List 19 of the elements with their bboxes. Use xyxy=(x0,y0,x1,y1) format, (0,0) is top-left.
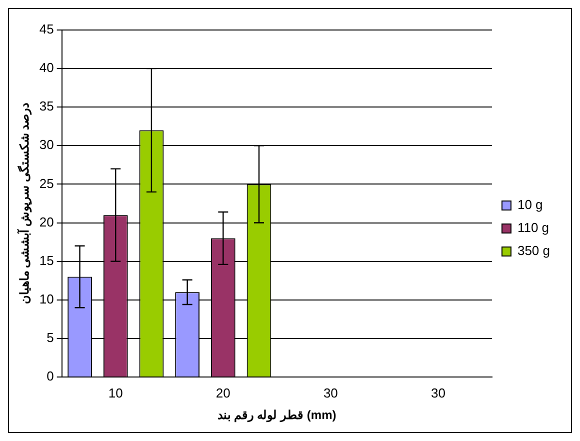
legend-label: 10 g xyxy=(517,197,543,212)
x-tick-label: 10 xyxy=(108,385,123,400)
y-tick-label: 45 xyxy=(39,22,54,37)
y-tick-label: 30 xyxy=(39,137,54,152)
y-tick-label: 10 xyxy=(39,291,54,306)
y-tick-label: 25 xyxy=(39,176,54,191)
legend-label: 110 g xyxy=(517,220,550,236)
x-tick-label: 20 xyxy=(216,385,230,400)
legend-label: 350 g xyxy=(517,243,550,258)
y-axis-title: درصد شکستگی سرپوش آبششی ماهیان xyxy=(16,102,33,304)
y-tick-label: 5 xyxy=(46,330,54,346)
y-tick-label: 35 xyxy=(39,98,54,114)
x-axis-title: قطر لوله رقم بند (mm) xyxy=(218,408,336,424)
y-tick-label: 40 xyxy=(39,60,54,76)
y-tick-label: 15 xyxy=(39,252,54,268)
x-tick-label: 30 xyxy=(430,385,446,400)
y-tick-label: 20 xyxy=(39,214,54,230)
x-tick-label: 30 xyxy=(323,385,338,400)
y-tick-label: 0 xyxy=(46,368,54,384)
